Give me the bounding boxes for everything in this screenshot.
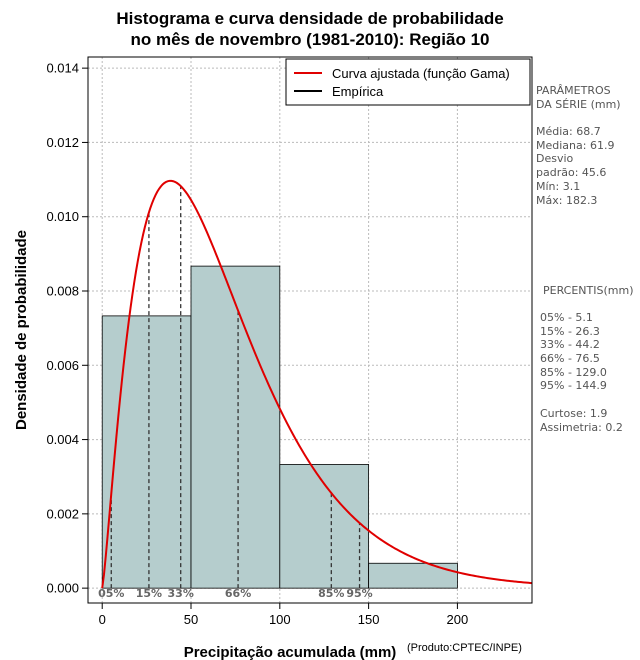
y-tick-label: 0.010	[46, 209, 79, 224]
percentil-15: 15% - 26.3	[540, 324, 600, 338]
percentil-95: 95% - 144.9	[540, 379, 607, 393]
percentile-label: 85%	[318, 587, 344, 600]
histogram-bar	[368, 562, 458, 589]
percentile-label: 15%	[136, 587, 162, 600]
legend-label: Curva ajustada (função Gama)	[332, 66, 510, 81]
percentil-33: 33% - 44.2	[540, 338, 600, 352]
x-tick-label: 50	[184, 612, 198, 627]
gamma-fit-curve	[101, 179, 532, 589]
plot-frame	[87, 56, 533, 604]
x-tick-label: 100	[269, 612, 291, 627]
y-axis-label: Densidade de probabilidade	[13, 230, 30, 430]
param-median: Mediana: 61.9	[536, 138, 615, 152]
x-axis-label: Precipitação acumulada (mm)	[184, 644, 397, 660]
legend-box	[285, 58, 531, 106]
x-tick-label: 150	[358, 612, 380, 627]
x-tick-label: 200	[447, 612, 469, 627]
param-sd-label: Desvio	[536, 152, 574, 166]
param-sd: padrão: 45.6	[536, 166, 607, 180]
percentile-label: 66%	[225, 587, 251, 600]
percentile-label: 05%	[98, 587, 124, 600]
param-mean: Média: 68.7	[536, 125, 601, 139]
chart-title-line-1: Histograma e curva densidade de probabil…	[116, 9, 504, 28]
y-tick-label: 0.000	[46, 581, 79, 596]
histogram-bar	[101, 315, 192, 589]
x-axis-credit: (Produto:CPTEC/INPE)	[407, 642, 522, 654]
percentil-05: 05% - 5.1	[540, 311, 593, 324]
percentil-66: 66% - 76.5	[540, 352, 600, 366]
y-tick-label: 0.004	[46, 432, 79, 447]
y-tick-label: 0.002	[46, 506, 79, 521]
histogram-bar	[190, 265, 281, 589]
x-tick-label: 0	[99, 612, 106, 627]
y-tick-label: 0.006	[46, 358, 79, 373]
params-title-line-1: PARÂMETROS	[536, 84, 611, 97]
y-tick-label: 0.014	[46, 61, 79, 76]
y-tick-label: 0.008	[46, 284, 79, 299]
chart-title-line-2: no mês de novembro (1981-2010): Região 1…	[130, 30, 490, 49]
percentil-85: 85% - 129.0	[540, 365, 607, 379]
param-min: Mín: 3.1	[536, 179, 581, 193]
stat-kurtosis: Curtose: 1.9	[540, 406, 608, 420]
params-title-line-2: DA SÉRIE (mm)	[536, 97, 621, 111]
percentis-panel: 05% - 5.1 15% - 26.3 33% - 44.2 66% - 76…	[540, 311, 623, 434]
stat-skewness: Assimetria: 0.2	[540, 420, 623, 434]
param-max: Máx: 182.3	[536, 193, 598, 207]
percentile-label: 95%	[346, 587, 372, 600]
y-tick-label: 0.012	[46, 135, 79, 150]
params-panel: PARÂMETROS DA SÉRIE (mm) Média: 68.7 Med…	[536, 84, 621, 207]
percentis-title: PERCENTIS(mm)	[543, 284, 634, 297]
legend-label: Empírica	[332, 84, 384, 99]
percentile-label: 33%	[168, 587, 194, 600]
